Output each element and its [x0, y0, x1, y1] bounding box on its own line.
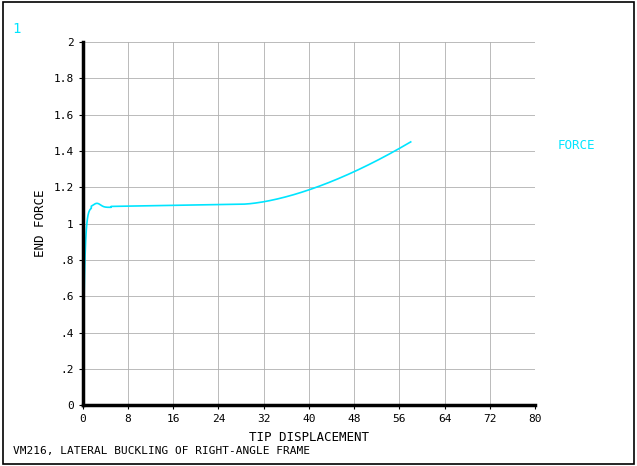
Text: 1: 1: [13, 21, 21, 35]
Y-axis label: END FORCE: END FORCE: [34, 190, 47, 257]
X-axis label: TIP DISPLACEMENT: TIP DISPLACEMENT: [249, 432, 369, 445]
Text: FORCE: FORCE: [557, 139, 595, 152]
Text: VM216, LATERAL BUCKLING OF RIGHT-ANGLE FRAME: VM216, LATERAL BUCKLING OF RIGHT-ANGLE F…: [13, 446, 310, 456]
